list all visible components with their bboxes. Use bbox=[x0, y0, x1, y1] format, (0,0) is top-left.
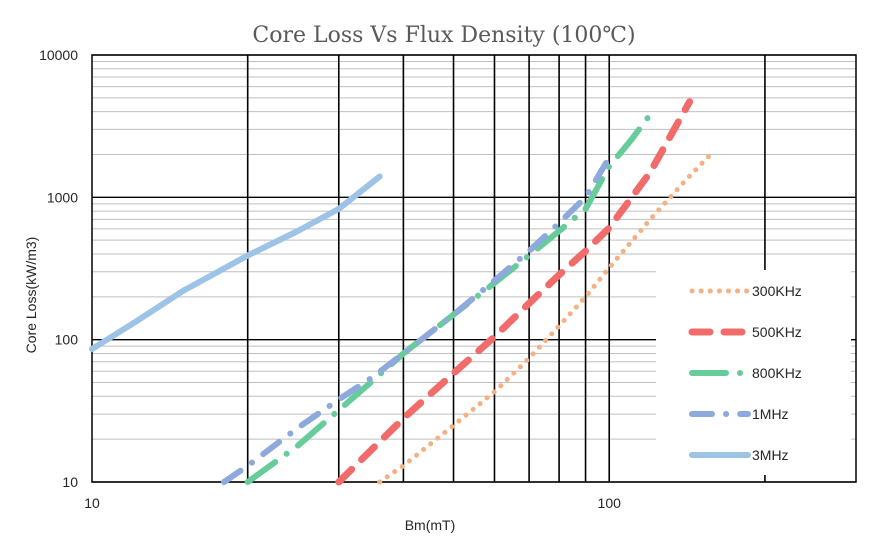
series-line-300khz bbox=[377, 152, 713, 485]
legend-label: 800KHz bbox=[752, 365, 802, 381]
plot-frame bbox=[91, 54, 857, 483]
chart-title: Core Loss Vs Flux Density (100℃) bbox=[252, 23, 635, 48]
x-axis-label: Bm(mT) bbox=[405, 517, 456, 533]
legend-label: 1MHz bbox=[752, 406, 789, 422]
y-tick-label: 10 bbox=[62, 474, 78, 490]
legend-label: 300KHz bbox=[752, 283, 802, 299]
tick-labels: 10 100 1000 10000 10 100 bbox=[39, 47, 621, 511]
y-tick-label: 100 bbox=[55, 332, 79, 348]
legend-label: 3MHz bbox=[752, 447, 789, 463]
legend-box bbox=[656, 270, 851, 475]
legend-label: 500KHz bbox=[752, 324, 802, 340]
x-tick-label: 10 bbox=[84, 495, 100, 511]
y-axis-label: Core Loss(kW/m3) bbox=[23, 237, 39, 354]
series-line-3mhz bbox=[89, 173, 383, 352]
series-line-500khz bbox=[335, 98, 694, 486]
series-line-1mhz bbox=[221, 154, 613, 485]
y-tick-label: 1000 bbox=[47, 189, 78, 205]
y-tick-label: 10000 bbox=[39, 47, 78, 63]
series-lines bbox=[89, 98, 713, 486]
legend: 300KHz 500KHz 800KHz 1MHz 3MHz bbox=[688, 283, 802, 463]
x-tick-label: 100 bbox=[598, 495, 622, 511]
